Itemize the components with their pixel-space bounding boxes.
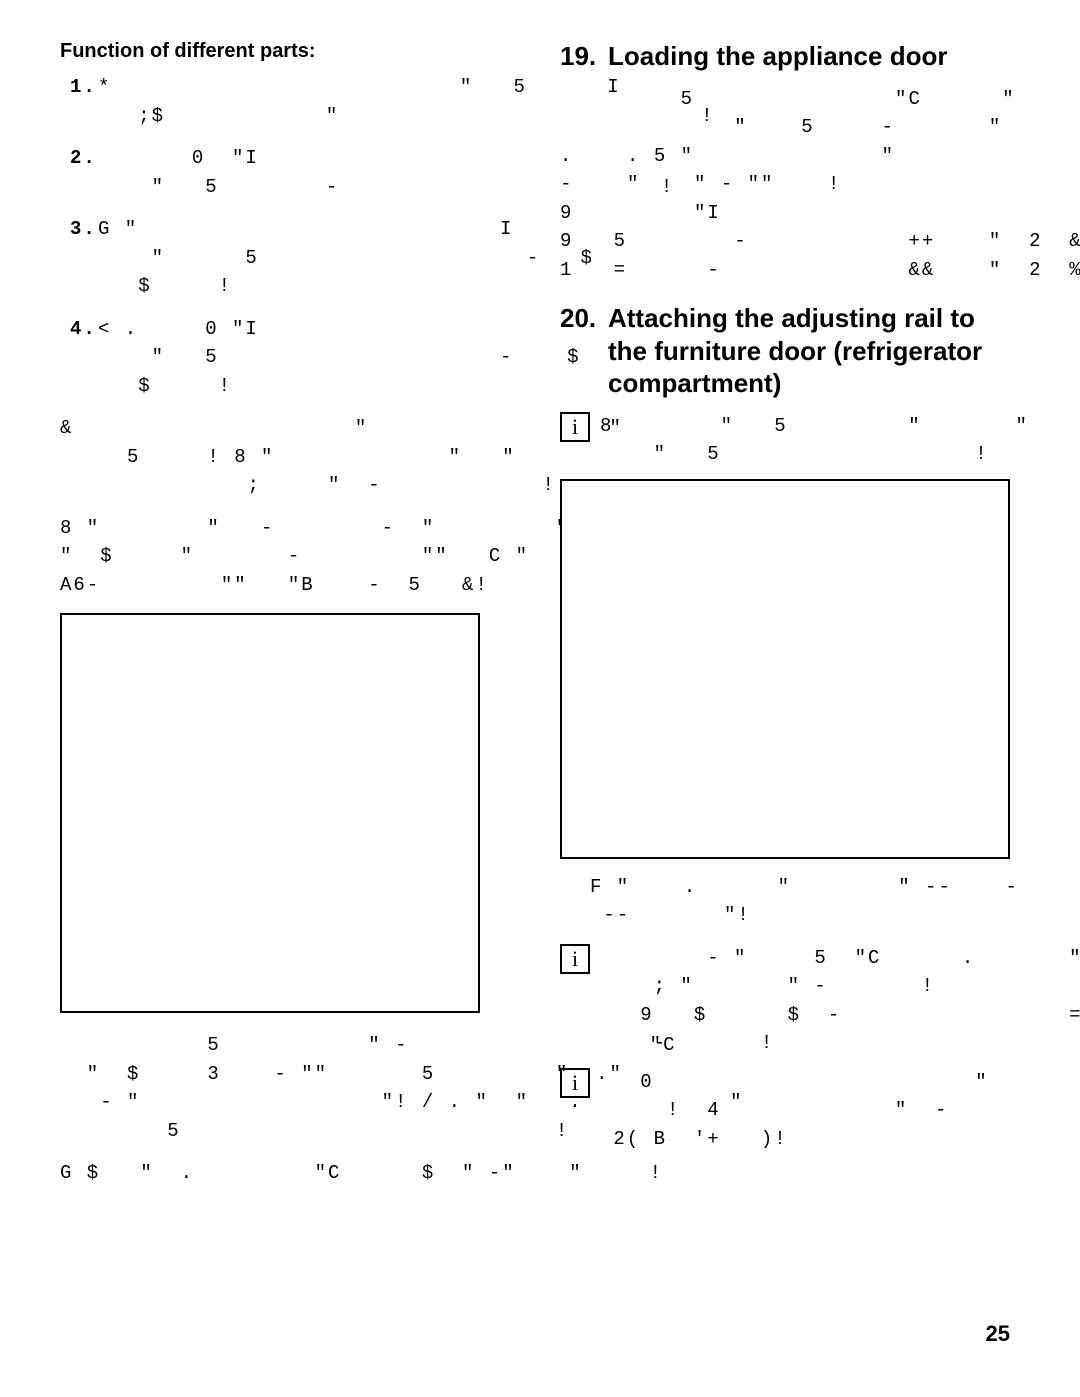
item-text: < . 0 "I " 5 - $ $ ! bbox=[98, 315, 580, 401]
page-number: 25 bbox=[986, 1321, 1010, 1347]
bullet-1: F " . " " -- - -- "! bbox=[560, 873, 1020, 930]
left-para-4: G $ " . "C $ " -" " ! bbox=[60, 1159, 520, 1188]
info-note-3: i 0 " " 5 ! 4 " - 2( B '+ )! bbox=[560, 1068, 1020, 1154]
item-marker: 1. bbox=[70, 73, 98, 130]
section-title: Attaching the adjusting rail to the furn… bbox=[608, 302, 1020, 400]
info-note-2: i - " 5 "C . " ; " " - ! 9 $ $ - = - ! bbox=[560, 944, 1020, 1058]
item-marker: 2. bbox=[70, 144, 98, 201]
list-item: 4. < . 0 "I " 5 - $ $ ! bbox=[70, 315, 520, 401]
item-marker: 4. bbox=[70, 315, 98, 401]
section-number: 19. bbox=[560, 40, 608, 73]
item-text: G " I " 5 - $ $ ! bbox=[98, 215, 594, 301]
section-19-heading: 19. Loading the appliance door bbox=[560, 40, 1020, 73]
section-19-body: 5 "C " " 5 - " -- . . 5 " " 5 - . " " - … bbox=[560, 85, 1020, 285]
right-column: 19. Loading the appliance door 5 "C " " … bbox=[560, 40, 1020, 1198]
info-text: 8 " 5 " " - " " 5 ! bbox=[600, 412, 1080, 469]
section-20-heading: 20. Attaching the adjusting rail to the … bbox=[560, 302, 1020, 400]
info-text: - " 5 "C . " ; " " - ! 9 $ $ - = - ! bbox=[600, 944, 1080, 1058]
list-item: 3. G " I " 5 - $ $ ! bbox=[70, 215, 520, 301]
left-figure bbox=[60, 613, 480, 1013]
right-figure bbox=[560, 479, 1010, 859]
function-list: 1. * " 5 I ;$ " ! 2. 0 "I " 5 - ! bbox=[60, 73, 520, 400]
left-para-3: 5 " - "C " $ 3 - "" 5 " ." - " "! / . " … bbox=[60, 1031, 520, 1145]
section-title: Loading the appliance door bbox=[608, 40, 947, 73]
info-text: 0 " " 5 ! 4 " - 2( B '+ )! bbox=[600, 1068, 1080, 1154]
left-para-2: 8 " " - - " " " $ " - "" C " " A6- "" "B… bbox=[60, 514, 520, 600]
info-icon: i bbox=[560, 1068, 590, 1098]
info-icon: i bbox=[560, 944, 590, 974]
left-para-1: & " " 5 ! 8 " " " ; " - ! bbox=[60, 414, 520, 500]
info-note-1: i 8 " 5 " " - " " 5 ! bbox=[560, 412, 1020, 469]
two-column-layout: Function of different parts: 1. * " 5 I … bbox=[60, 40, 1020, 1198]
left-heading: Function of different parts: bbox=[60, 40, 520, 63]
manual-page: Function of different parts: 1. * " 5 I … bbox=[0, 0, 1080, 1397]
list-item: 2. 0 "I " 5 - ! bbox=[70, 144, 520, 201]
list-item: 1. * " 5 I ;$ " ! bbox=[70, 73, 520, 130]
item-marker: 3. bbox=[70, 215, 98, 301]
left-column: Function of different parts: 1. * " 5 I … bbox=[60, 40, 520, 1198]
section-number: 20. bbox=[560, 302, 608, 400]
info-icon: i bbox=[560, 412, 590, 442]
